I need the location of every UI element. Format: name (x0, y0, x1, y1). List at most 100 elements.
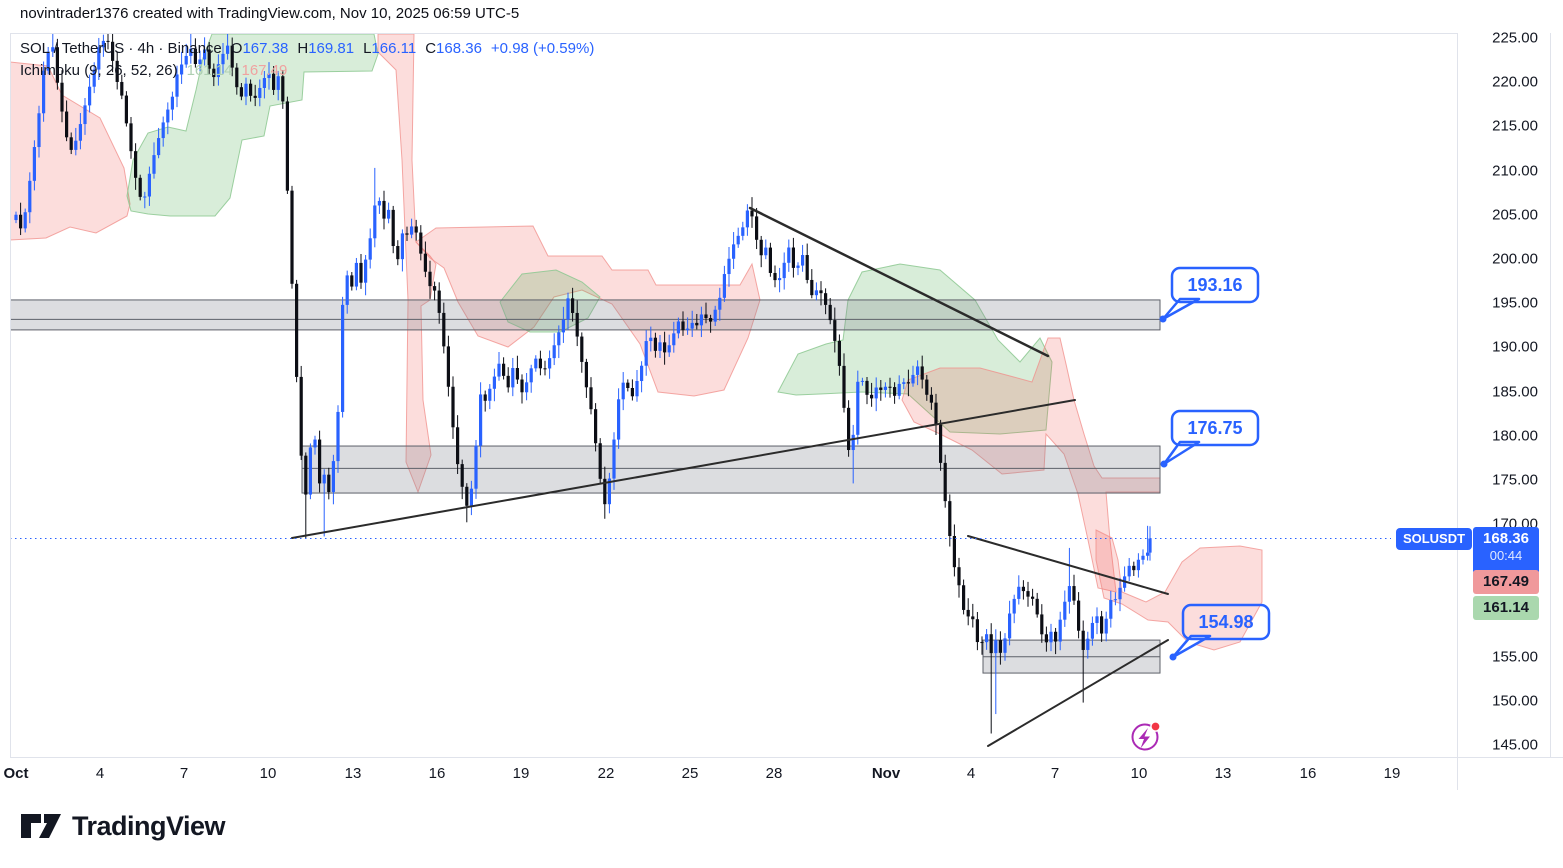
price-axis[interactable]: 225.00 220.00 215.00 210.00 205.00 200.00 195.… (1457, 30, 1563, 757)
candle (207, 49, 211, 69)
callout-box[interactable] (1170, 409, 1260, 447)
candle (925, 379, 929, 395)
lightning-bolt (1138, 728, 1150, 749)
candle (607, 478, 611, 505)
ichimoku-green-axis-label: 161.14 (1473, 596, 1539, 620)
candle (410, 226, 414, 235)
candle (971, 616, 975, 620)
time-axis-day-label: 16 (428, 765, 446, 782)
trendline[interactable] (987, 639, 1169, 747)
candle (235, 67, 239, 88)
candle (74, 140, 78, 150)
plot-area[interactable] (10, 30, 1263, 747)
price-callout[interactable]: 154.98 (1169, 603, 1271, 661)
candle (635, 381, 639, 397)
time-axis[interactable]: Oct 4 7 10 13 16 19 22 25 28 Nov 4 7 10 13 16 19 (0, 757, 1563, 793)
candle (566, 298, 570, 320)
candle (92, 69, 96, 87)
candle (262, 78, 266, 88)
symbol-ohlc-row[interactable]: SOL / TetherUS · 4h · Binance O167.38 H1… (20, 38, 594, 60)
price-axis-label: 220.00 (1492, 73, 1538, 91)
callout-tail (1162, 440, 1201, 466)
candle (216, 64, 220, 78)
symbol-title[interactable]: SOL / TetherUS · 4h · Binance (20, 40, 222, 57)
chart-frame-top (10, 33, 1457, 34)
candle (543, 368, 547, 370)
candle (189, 48, 193, 56)
candle (414, 226, 418, 233)
candle (897, 383, 901, 396)
trendline[interactable] (967, 535, 1169, 595)
candle (644, 341, 648, 366)
candle (226, 45, 230, 54)
candle (584, 361, 588, 388)
indicator-title[interactable]: Ichimoku (9, 26, 52, 26) (20, 62, 178, 79)
trendline[interactable] (291, 399, 1076, 539)
candle (640, 365, 644, 382)
price-callout[interactable]: 176.75 (1160, 409, 1260, 468)
candle (833, 320, 837, 341)
candle (359, 262, 363, 283)
candle (364, 259, 368, 283)
callout-tail (1171, 634, 1212, 659)
candle (341, 304, 345, 412)
candle (331, 461, 335, 493)
alert-lightning-icon[interactable] (1131, 721, 1161, 751)
time-axis-divider (10, 757, 1563, 758)
candle (492, 376, 496, 389)
candle (879, 387, 883, 390)
price-axis-label: 205.00 (1492, 206, 1538, 224)
candle (686, 328, 690, 331)
candle (791, 247, 795, 268)
candle (764, 247, 768, 256)
ohlc-high: H169.81 (297, 40, 355, 57)
candle (382, 200, 386, 219)
candle (828, 304, 832, 321)
candle (603, 478, 607, 505)
candle (883, 386, 887, 390)
candle (594, 409, 598, 444)
price-axis-label: 175.00 (1492, 471, 1538, 489)
candle (962, 585, 966, 610)
callout-box[interactable] (1170, 266, 1260, 304)
price-axis-label: 210.00 (1492, 162, 1538, 180)
last-price-value: 168.36 (1483, 530, 1529, 547)
time-axis-day-label: 4 (95, 765, 105, 782)
candle (980, 642, 984, 644)
candle (745, 210, 749, 228)
candle (161, 122, 165, 139)
candle (249, 83, 253, 96)
candle (649, 337, 653, 342)
candle (966, 609, 970, 617)
candle (580, 336, 584, 362)
candle (134, 151, 138, 178)
symbol-price-tag[interactable]: SOLUSDT (1396, 528, 1472, 550)
candle (304, 455, 308, 495)
candle (497, 363, 501, 377)
callout-box[interactable] (1181, 603, 1271, 641)
indicator-row[interactable]: Ichimoku (9, 26, 52, 26) 161.14 167.49 (20, 60, 594, 82)
candle (874, 387, 878, 399)
candle (916, 366, 920, 375)
candle (727, 258, 731, 275)
candle (272, 73, 276, 90)
sr-zone[interactable] (10, 299, 1161, 331)
candle (350, 275, 354, 287)
candle (1040, 614, 1044, 635)
candle (318, 439, 322, 484)
candle (400, 233, 404, 260)
candle (1054, 631, 1058, 642)
callout-price-label: 193.16 (1187, 275, 1242, 295)
trendline[interactable] (748, 206, 1050, 358)
candle (575, 312, 579, 337)
price-callout[interactable]: 193.16 (1159, 266, 1260, 323)
tradingview-logo[interactable]: TradingView (20, 810, 226, 842)
sr-zone[interactable] (301, 445, 1161, 494)
candle (244, 83, 248, 97)
chart-legend: SOL / TetherUS · 4h · Binance O167.38 H1… (20, 38, 594, 82)
price-axis-label: 145.00 (1492, 736, 1538, 754)
candle (437, 290, 441, 313)
candle (750, 210, 754, 217)
page-right-border (1550, 33, 1551, 757)
